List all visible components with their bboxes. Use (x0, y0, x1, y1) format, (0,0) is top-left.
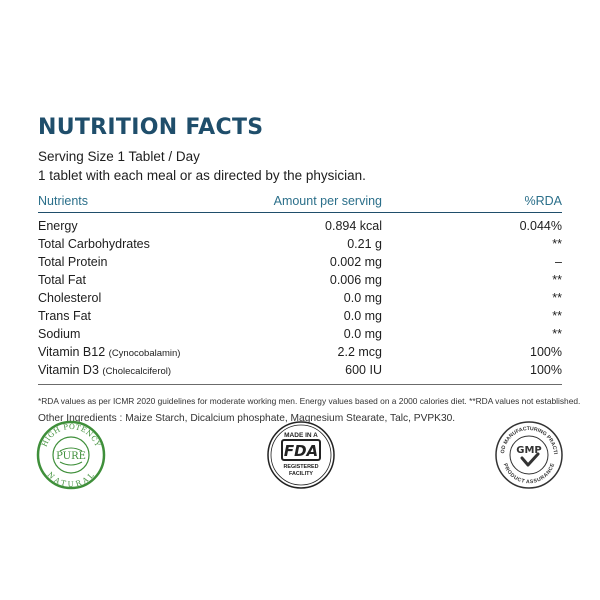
fda-registered-badge: MADE IN A FDA REGISTERED FACILITY (267, 421, 335, 489)
svg-text:HIGH POTENCY: HIGH POTENCY (40, 422, 103, 448)
nutrient-subname: (Cynocobalamin) (108, 348, 181, 359)
table-row: Cholesterol 0.0 mg ** (38, 290, 562, 308)
fda-logo-frame (281, 439, 321, 461)
checkmark-icon (520, 452, 540, 467)
nutrient-rda: – (555, 255, 562, 269)
nutrient-name: Total Fat (38, 273, 86, 287)
nutrient-name: Sodium (38, 327, 80, 341)
badge-fda-top-text: MADE IN A (284, 432, 318, 439)
nutrient-name: Energy (38, 219, 78, 233)
table-row: Energy 0.894 kcal 0.044% (38, 218, 562, 236)
badge-potency-top-text: HIGH POTENCY (40, 422, 102, 448)
nutrient-amount: 2.2 mcg (337, 345, 382, 359)
nutrient-name-text: Cholesterol (38, 291, 102, 305)
column-header-nutrients: Nutrients (38, 194, 89, 208)
column-header-amount: Amount per serving (273, 194, 382, 208)
high-potency-pure-natural-badge: HIGH POTENCY NATURAL PURE (36, 420, 106, 490)
nutrient-name: Total Protein (38, 255, 107, 269)
nutrient-subname: (Cholecalciferol) (102, 366, 172, 377)
nutrient-amount: 0.21 g (347, 237, 382, 251)
nutrient-name: Cholesterol (38, 291, 101, 305)
table-row: Sodium 0.0 mg ** (38, 326, 562, 344)
nutrient-rda: ** (552, 273, 562, 287)
badge-outer-ring (495, 421, 563, 489)
nutrient-amount: 0.002 mg (329, 255, 382, 269)
badge-outer-ring (36, 420, 106, 490)
nutrient-rda: 100% (530, 363, 562, 377)
nutrient-name: Total Carbohydrates (38, 237, 150, 251)
table-row: Total Protein 0.002 mg – (38, 254, 562, 272)
rda-footnote: *RDA values as per ICMR 2020 guidelines … (38, 396, 581, 406)
nutrient-amount: 0.0 mg (343, 309, 382, 323)
directions: 1 tablet with each meal or as directed b… (38, 168, 366, 183)
badge-outer-ring (267, 421, 335, 489)
nutrient-name-text: Total Carbohydrates (38, 237, 150, 251)
table-header: Nutrients Amount per serving %RDA (38, 190, 562, 213)
nutrient-amount: 0.006 mg (329, 273, 382, 287)
page-title: NUTRITION FACTS (38, 115, 264, 140)
badge-fda-line1: REGISTERED (283, 464, 318, 470)
table-row: Trans Fat 0.0 mg ** (38, 308, 562, 326)
nutrient-name: Trans Fat (38, 309, 91, 323)
nutrient-rda: 100% (530, 345, 562, 359)
table-row: Total Fat 0.006 mg ** (38, 272, 562, 290)
nutrient-name-text: Energy (38, 219, 78, 233)
badge-potency-center-text: PURE (56, 451, 86, 462)
nutrient-name-text: Vitamin B12 (38, 345, 106, 359)
badge-inner-ring (509, 435, 549, 475)
table-row: Vitamin D3 (Cholecalciferol) 600 IU 100% (38, 362, 562, 380)
nutrient-rda: ** (552, 237, 562, 251)
nutrient-name-text: Trans Fat (38, 309, 92, 323)
gmp-badge: GOOD MANUFACTURING PRACTICE PRODUCT ASSU… (494, 420, 563, 489)
other-ingredients: Other Ingredients : Maize Starch, Dicalc… (38, 413, 456, 424)
nutrient-name-text: Total Fat (38, 273, 86, 287)
nutrient-name-text: Sodium (38, 327, 81, 341)
nutrient-name: Vitamin D3 (Cholecalciferol) (38, 363, 171, 377)
nutrient-rda: ** (552, 291, 562, 305)
certification-badges: HIGH POTENCY NATURAL PURE MADE IN A FDA … (0, 420, 600, 490)
nutrient-rda: ** (552, 327, 562, 341)
table-row: Vitamin B12 (Cynocobalamin) 2.2 mcg 100% (38, 344, 562, 362)
nutrient-amount: 600 IU (345, 363, 382, 377)
leaf-swoosh-icon (59, 447, 83, 452)
nutrient-amount: 0.0 mg (343, 291, 382, 305)
column-header-rda: %RDA (524, 194, 562, 208)
fda-logo-icon: FDA (284, 442, 318, 460)
badge-inner-ring (52, 436, 90, 474)
nutrient-rda: 0.044% (519, 219, 562, 233)
serving-size: Serving Size 1 Tablet / Day (38, 149, 200, 164)
badge-inner-ring (270, 424, 332, 486)
badge-fda-line2: FACILITY (289, 471, 313, 477)
nutrient-amount: 0.0 mg (343, 327, 382, 341)
nutrient-name-text: Vitamin D3 (38, 363, 99, 377)
nutrient-table: Energy 0.894 kcal 0.044% Total Carbohydrate… (38, 218, 562, 380)
nutrition-panel: NUTRITION FACTS Serving Size 1 Tablet / … (38, 114, 581, 425)
badge-gmp-center-text: GMP (516, 445, 542, 456)
table-row: Total Carbohydrates 0.21 g ** (38, 236, 562, 254)
nutrient-amount: 0.894 kcal (325, 219, 382, 233)
nutrient-name-text: Total Protein (38, 255, 108, 269)
nutrient-name: Vitamin B12 (Cynocobalamin) (38, 345, 180, 359)
leaf-swoosh-icon (59, 461, 83, 466)
nutrient-rda: ** (552, 309, 562, 323)
table-divider (38, 384, 562, 385)
